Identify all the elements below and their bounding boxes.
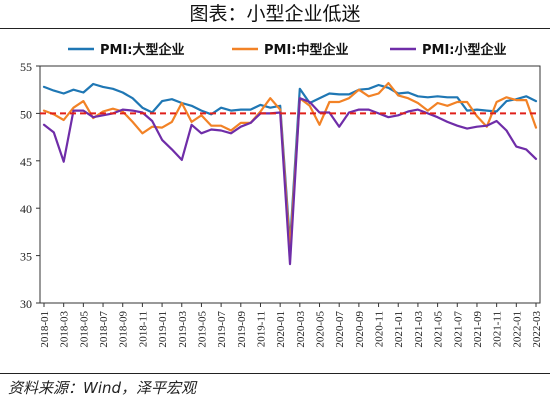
pmi-line-chart: 30 35 40 45 50 55 2018-01 2018-03 2018-05 2018-07… [20, 42, 543, 348]
series-line-large [42, 82, 538, 245]
x-tick-label-2020-11: 2020-11 [374, 311, 386, 347]
x-tick-label-2020-09: 2020-09 [354, 311, 366, 348]
x-tick-label-2021-07: 2021-07 [452, 311, 464, 348]
x-tick-label-2022-03: 2022-03 [531, 311, 543, 348]
y-tick-label-35: 35 [20, 250, 32, 264]
x-tick-label-2022-01: 2022-01 [511, 311, 523, 348]
footer-rule [0, 373, 550, 374]
x-tick-label-2021-11: 2021-11 [492, 311, 504, 347]
x-tick-label-2020-03: 2020-03 [295, 311, 307, 348]
x-tick-label-2019-05: 2019-05 [196, 311, 208, 348]
y-tick-label-30: 30 [20, 297, 32, 311]
x-tick-label-2018-05: 2018-05 [78, 311, 90, 348]
x-tick-label-2020-05: 2020-05 [315, 311, 327, 348]
x-tick-label-2018-03: 2018-03 [59, 311, 71, 348]
y-tick-label-55: 55 [20, 60, 32, 74]
legend-label-large: PMI:大型企业 [100, 42, 185, 58]
x-tick-label-2021-03: 2021-03 [413, 311, 425, 348]
x-tick-label-2019-03: 2019-03 [177, 311, 189, 348]
x-tick-label-2018-07: 2018-07 [98, 311, 110, 348]
x-tick-label-2019-01: 2019-01 [157, 311, 169, 348]
title-rule [0, 28, 550, 29]
source-note: 资料来源：Wind，泽平宏观 [8, 379, 197, 397]
series-line-small [42, 97, 538, 266]
x-tick-label-2019-09: 2019-09 [236, 311, 248, 348]
x-tick-label-2021-09: 2021-09 [472, 311, 484, 348]
y-tick-label-40: 40 [20, 202, 32, 216]
y-tick-label-50: 50 [20, 107, 32, 121]
chart-title: 图表：小型企业低迷 [189, 3, 361, 25]
series-line-medium [42, 81, 538, 252]
x-tick-label-2018-09: 2018-09 [118, 311, 130, 348]
x-tick-label-2020-07: 2020-07 [334, 311, 346, 348]
legend-label-medium: PMI:中型企业 [264, 42, 349, 58]
x-tick-label-2019-11: 2019-11 [255, 311, 267, 347]
x-tick-label-2021-05: 2021-05 [433, 311, 445, 348]
plot-frame [39, 65, 541, 304]
x-tick-label-2019-07: 2019-07 [216, 311, 228, 348]
x-tick-label-2018-01: 2018-01 [39, 311, 51, 348]
x-tick-label-2018-11: 2018-11 [137, 311, 149, 347]
x-tick-label-2020-01: 2020-01 [275, 311, 287, 348]
legend-label-small: PMI:小型企业 [422, 42, 507, 58]
y-tick-label-45: 45 [20, 155, 32, 169]
x-tick-label-2021-01: 2021-01 [393, 311, 405, 348]
